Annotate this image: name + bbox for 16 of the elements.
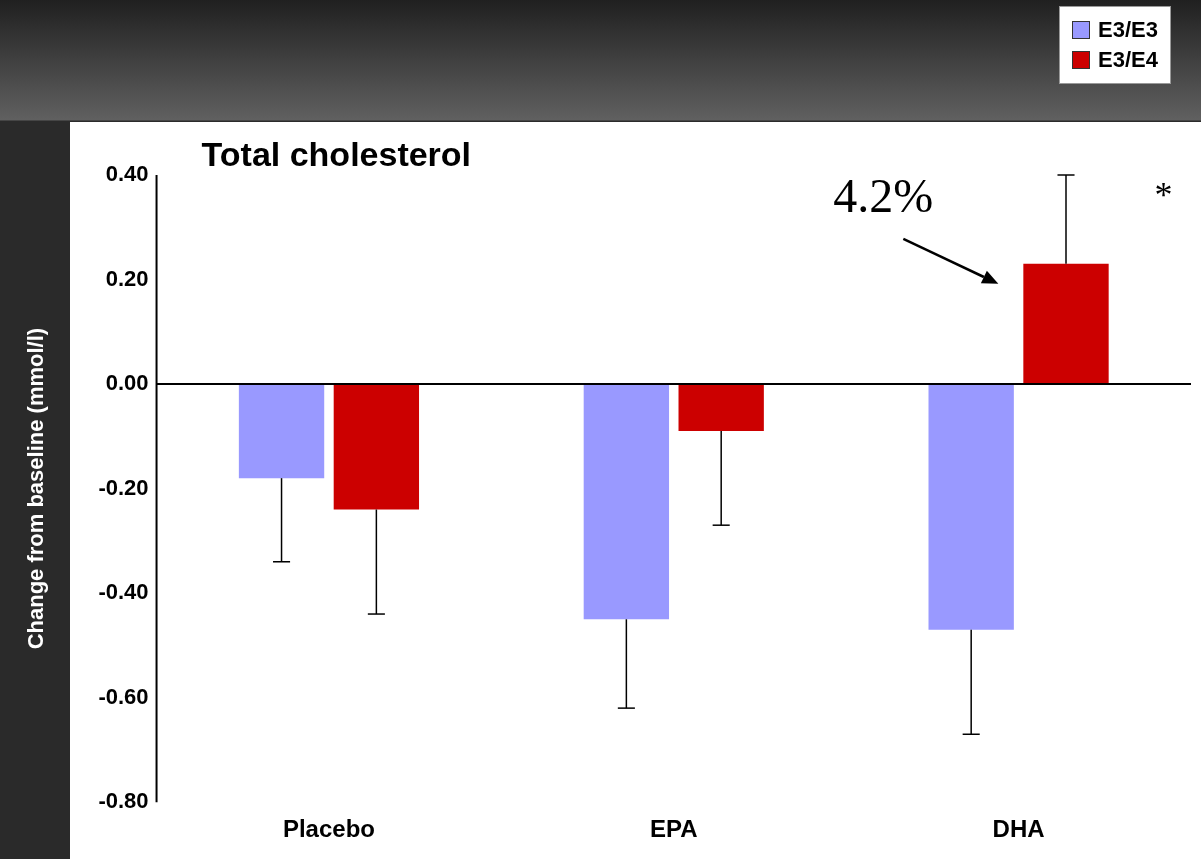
- x-tick-label: EPA: [649, 815, 698, 843]
- y-tick-label: -0.60: [98, 683, 149, 709]
- chart-title: Total cholesterol: [201, 135, 472, 174]
- legend-label: E3/E3: [1098, 17, 1158, 43]
- x-tick-label: Placebo: [282, 815, 375, 843]
- y-tick-label: -0.80: [98, 788, 149, 814]
- y-tick-label: -0.40: [98, 579, 149, 605]
- y-tick-label: 0.00: [105, 370, 149, 396]
- x-tick-label: DHA: [992, 815, 1045, 843]
- annotation: *: [1154, 175, 1173, 216]
- legend-label: E3/E4: [1098, 47, 1158, 73]
- annotation: 4.2%: [833, 169, 934, 223]
- y-tick-label: 0.40: [105, 161, 149, 187]
- y-axis-title: Change from baseline (mmol/l): [23, 327, 49, 650]
- y-tick-label: -0.20: [98, 474, 149, 500]
- y-tick-label: 0.20: [105, 265, 149, 291]
